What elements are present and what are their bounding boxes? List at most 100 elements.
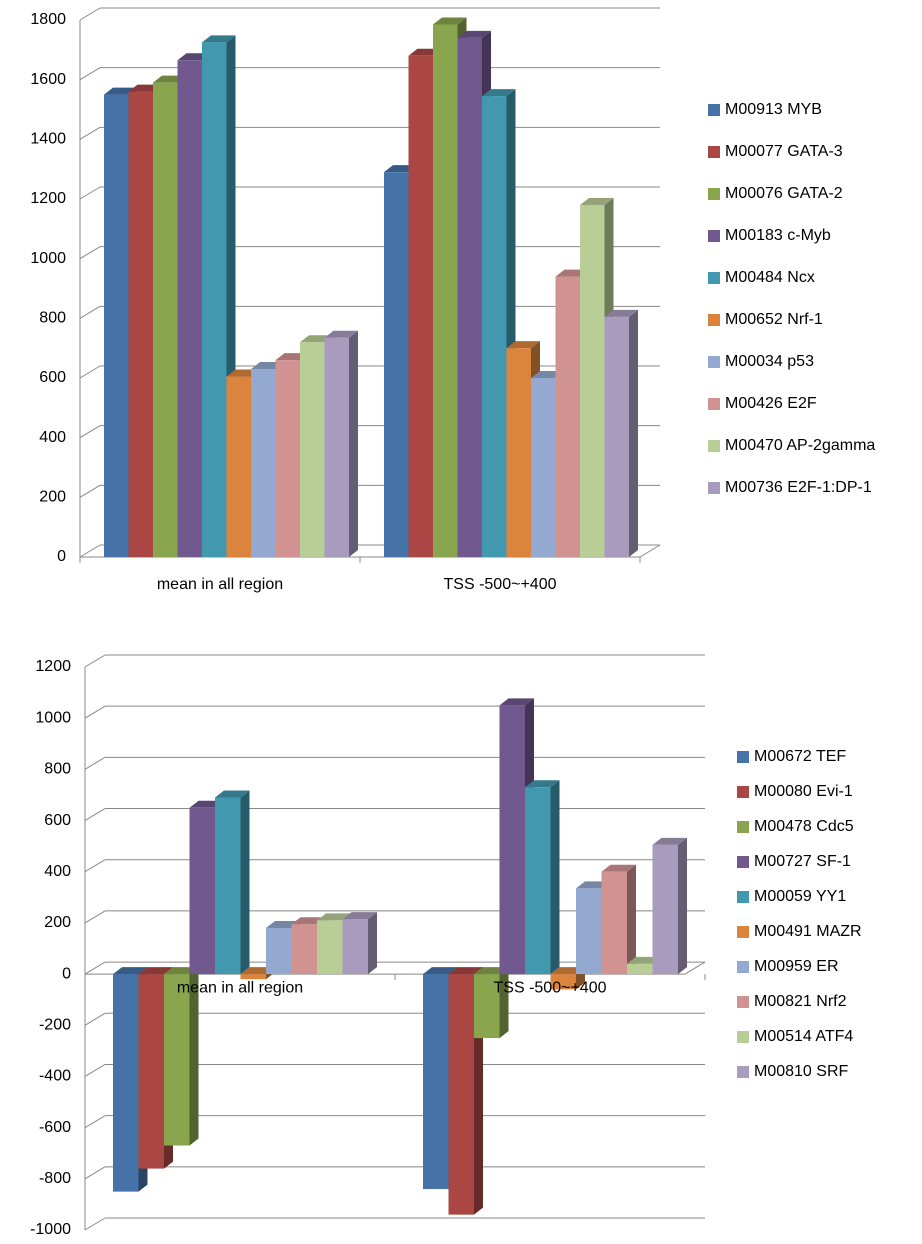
bar	[408, 55, 433, 558]
legend-label: M00077 GATA-3	[725, 143, 843, 160]
bar	[601, 871, 627, 975]
bar-side	[240, 790, 250, 975]
y-tick-label: 0	[57, 548, 66, 565]
legend-swatch	[708, 230, 720, 242]
y-tick-label: -600	[39, 1119, 71, 1136]
legend-label: M00059 YY1	[754, 888, 846, 905]
bar-top	[580, 197, 614, 205]
legend-swatch	[708, 104, 720, 116]
y-tick-label: 600	[39, 369, 66, 386]
bar	[215, 797, 241, 975]
bar	[113, 974, 139, 1192]
grid-edge	[84, 808, 106, 821]
grid-edge	[84, 1166, 106, 1180]
bar-side	[550, 780, 560, 975]
bar-side	[189, 967, 199, 1146]
bar	[604, 316, 629, 557]
bar-top	[482, 89, 516, 97]
legend-label: M00478 Cdc5	[754, 818, 854, 835]
grid-edge	[79, 305, 101, 319]
y-tick-label: 1200	[30, 190, 66, 207]
y-tick-label: 1800	[30, 11, 66, 28]
bar-top	[324, 330, 358, 338]
legend-label: M00913 MYB	[725, 101, 822, 118]
legend-swatch	[708, 314, 720, 326]
bar	[251, 369, 276, 557]
bar-top	[342, 912, 377, 920]
legend-swatch	[737, 821, 749, 833]
bar	[555, 276, 580, 557]
y-tick-label: 200	[39, 489, 66, 506]
legend-swatch	[708, 398, 720, 410]
grid-edge	[79, 7, 101, 21]
x-tick-label: TSS -500~+400	[444, 576, 557, 593]
y-tick-label: 200	[44, 914, 71, 931]
x-tick-label: mean in all region	[177, 979, 303, 996]
grid-edge	[84, 859, 106, 873]
grid-edge	[84, 1217, 106, 1231]
legend-swatch	[737, 1066, 749, 1078]
bar	[266, 928, 292, 975]
bar	[457, 37, 482, 557]
legend-swatch	[737, 891, 749, 903]
legend-label: M00672 TEF	[754, 748, 846, 765]
legend-label: M00426 E2F	[725, 395, 817, 412]
legend-label: M00470 AP-2gamma	[725, 437, 875, 454]
legend-swatch	[737, 926, 749, 938]
bar	[652, 844, 678, 975]
bar	[138, 974, 164, 1169]
y-tick-label: 400	[39, 429, 66, 446]
legend-label: M00080 Evi-1	[754, 783, 853, 800]
grid-edge	[84, 1064, 106, 1077]
grid-edge	[79, 126, 101, 140]
bar	[448, 974, 474, 1215]
legend-label: M00183 c-Myb	[725, 227, 831, 244]
grid-edge	[79, 246, 101, 260]
bar	[423, 974, 449, 1190]
legend-swatch	[737, 996, 749, 1008]
bar	[240, 974, 266, 980]
legend-swatch	[737, 751, 749, 763]
bar-top	[202, 35, 236, 43]
legend-label: M00652 Nrf-1	[725, 311, 823, 328]
grid-edge	[84, 961, 106, 975]
bar-top	[448, 967, 483, 975]
legend-swatch	[737, 961, 749, 973]
legend-swatch	[737, 856, 749, 868]
grid-edge	[84, 1115, 106, 1129]
y-tick-label: 800	[44, 761, 71, 778]
legend-swatch	[708, 482, 720, 494]
bar	[482, 96, 507, 557]
bar	[189, 807, 215, 975]
y-tick-label: -800	[39, 1170, 71, 1187]
bar	[506, 348, 531, 557]
legend-label: M00076 GATA-2	[725, 185, 843, 202]
bar	[580, 204, 605, 557]
bar	[226, 376, 251, 557]
bar	[576, 888, 602, 975]
legend-label: M00727 SF-1	[754, 853, 851, 870]
bar	[164, 974, 190, 1146]
bar-top	[499, 698, 534, 706]
legend-label: M00034 p53	[725, 353, 814, 370]
y-tick-label: 1000	[35, 709, 71, 726]
legend-label: M00514 ATF4	[754, 1028, 853, 1045]
legend-swatch	[708, 146, 720, 158]
y-tick-label: 600	[44, 812, 71, 829]
bar	[531, 378, 556, 557]
grid-edge	[79, 186, 101, 200]
bar	[153, 82, 178, 558]
bar-top	[652, 837, 687, 845]
y-tick-label: 400	[44, 863, 71, 880]
grid-edge	[84, 910, 106, 924]
legend-label: M00810 SRF	[754, 1063, 848, 1080]
legend-label: M00491 MAZR	[754, 923, 862, 940]
y-tick-label: 800	[39, 310, 66, 327]
bar-side	[368, 912, 377, 975]
bar	[128, 91, 153, 557]
bar-top	[215, 790, 250, 798]
legend-swatch	[708, 188, 720, 200]
legend-label: M00736 E2F-1:DP-1	[725, 479, 872, 496]
